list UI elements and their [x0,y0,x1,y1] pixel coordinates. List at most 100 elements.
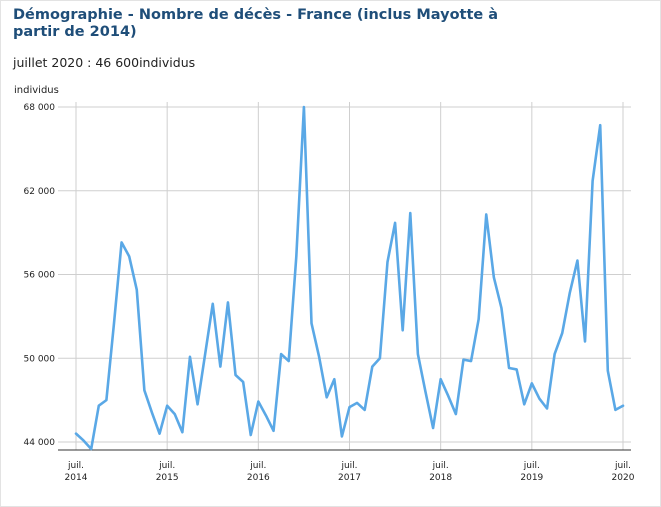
x-tick-month-label: juil. [614,461,631,471]
data-point[interactable] [141,387,147,393]
data-point[interactable] [233,372,239,378]
data-point[interactable] [248,432,254,438]
data-point[interactable] [430,425,436,431]
data-point[interactable] [612,407,618,413]
data-point[interactable] [240,379,246,385]
data-point[interactable] [179,429,185,435]
data-point[interactable] [331,376,337,382]
data-point[interactable] [582,339,588,345]
data-point[interactable] [88,446,94,452]
data-point[interactable] [164,403,170,409]
data-point[interactable] [126,253,132,259]
data-point[interactable] [392,220,398,226]
data-point[interactable] [620,403,626,409]
data-point[interactable] [567,290,573,296]
data-point[interactable] [369,364,375,370]
x-tick-year-label: 2015 [156,473,179,483]
data-point[interactable] [81,438,87,444]
data-point[interactable] [506,365,512,371]
data-point[interactable] [407,210,413,216]
data-point[interactable] [210,301,216,307]
x-axis-ticks: juil. 2014 juil. 2015 juil. 2016 juil. 2017 juil… [65,461,635,483]
data-point[interactable] [597,122,603,128]
data-point[interactable] [514,366,520,372]
series-line-deces[interactable] [74,105,625,451]
data-point[interactable] [453,411,459,417]
x-tick-year-label: 2020 [612,473,635,483]
data-point[interactable] [590,178,596,184]
data-point[interactable] [559,330,565,336]
data-point[interactable] [354,400,360,406]
data-point[interactable] [468,358,474,364]
data-point[interactable] [483,211,489,217]
data-point[interactable] [544,406,550,412]
data-point[interactable] [73,431,79,437]
data-point[interactable] [316,354,322,360]
x-tick-month-label: juil. [340,461,357,471]
data-point[interactable] [422,389,428,395]
data-point[interactable] [521,401,527,407]
data-point[interactable] [529,380,535,386]
y-tick-label: 50 000 [24,354,56,364]
data-point[interactable] [377,355,383,361]
chart-subtitle: juillet 2020 : 46 600individus [13,55,196,70]
data-point[interactable] [119,239,125,245]
x-tick-month-label: juil. [523,461,540,471]
data-point[interactable] [157,431,163,437]
data-point[interactable] [172,411,178,417]
data-point[interactable] [195,401,201,407]
data-point[interactable] [339,433,345,439]
data-point[interactable] [96,403,102,409]
data-point[interactable] [445,393,451,399]
data-point[interactable] [574,258,580,264]
x-tick-month-label: juil. [67,461,84,471]
x-tick-year-label: 2016 [247,473,270,483]
data-point[interactable] [278,351,284,357]
data-point[interactable] [498,305,504,311]
data-point[interactable] [384,259,390,265]
data-point[interactable] [187,354,193,360]
data-point[interactable] [491,274,497,280]
chart-title: Démographie - Nombre de décès - France (… [13,7,499,40]
y-tick-label: 56 000 [24,271,56,281]
x-tick-month-label: juil. [158,461,175,471]
x-tick-year-label: 2014 [65,473,88,483]
data-point[interactable] [460,357,466,363]
data-point[interactable] [362,407,368,413]
data-point[interactable] [400,327,406,333]
x-tick-year-label: 2017 [338,473,361,483]
y-axis-label: individus [14,85,59,96]
data-point[interactable] [476,316,482,322]
data-point[interactable] [225,299,231,305]
y-tick-label: 68 000 [24,103,56,113]
data-point[interactable] [202,351,208,357]
data-point[interactable] [438,376,444,382]
data-point[interactable] [217,364,223,370]
y-tick-label: 44 000 [24,438,56,448]
data-point[interactable] [286,358,292,364]
x-tick-month-label: juil. [249,461,266,471]
data-point[interactable] [347,404,353,410]
grid-lines [58,102,631,450]
data-point[interactable] [536,396,542,402]
x-tick-year-label: 2019 [520,473,543,483]
data-point[interactable] [552,351,558,357]
x-tick-month-label: juil. [432,461,449,471]
data-point[interactable] [134,287,140,293]
data-point[interactable] [263,412,269,418]
data-point[interactable] [605,368,611,374]
data-point[interactable] [271,428,277,434]
data-point[interactable] [149,410,155,416]
data-point[interactable] [309,320,315,326]
data-point[interactable] [415,351,421,357]
data-point[interactable] [111,320,117,326]
data-point[interactable] [301,104,307,110]
x-tick-year-label: 2018 [429,473,452,483]
data-point[interactable] [324,394,330,400]
data-point[interactable] [103,397,109,403]
y-tick-label: 62 000 [24,187,56,197]
data-point[interactable] [293,253,299,259]
data-point[interactable] [255,399,261,405]
